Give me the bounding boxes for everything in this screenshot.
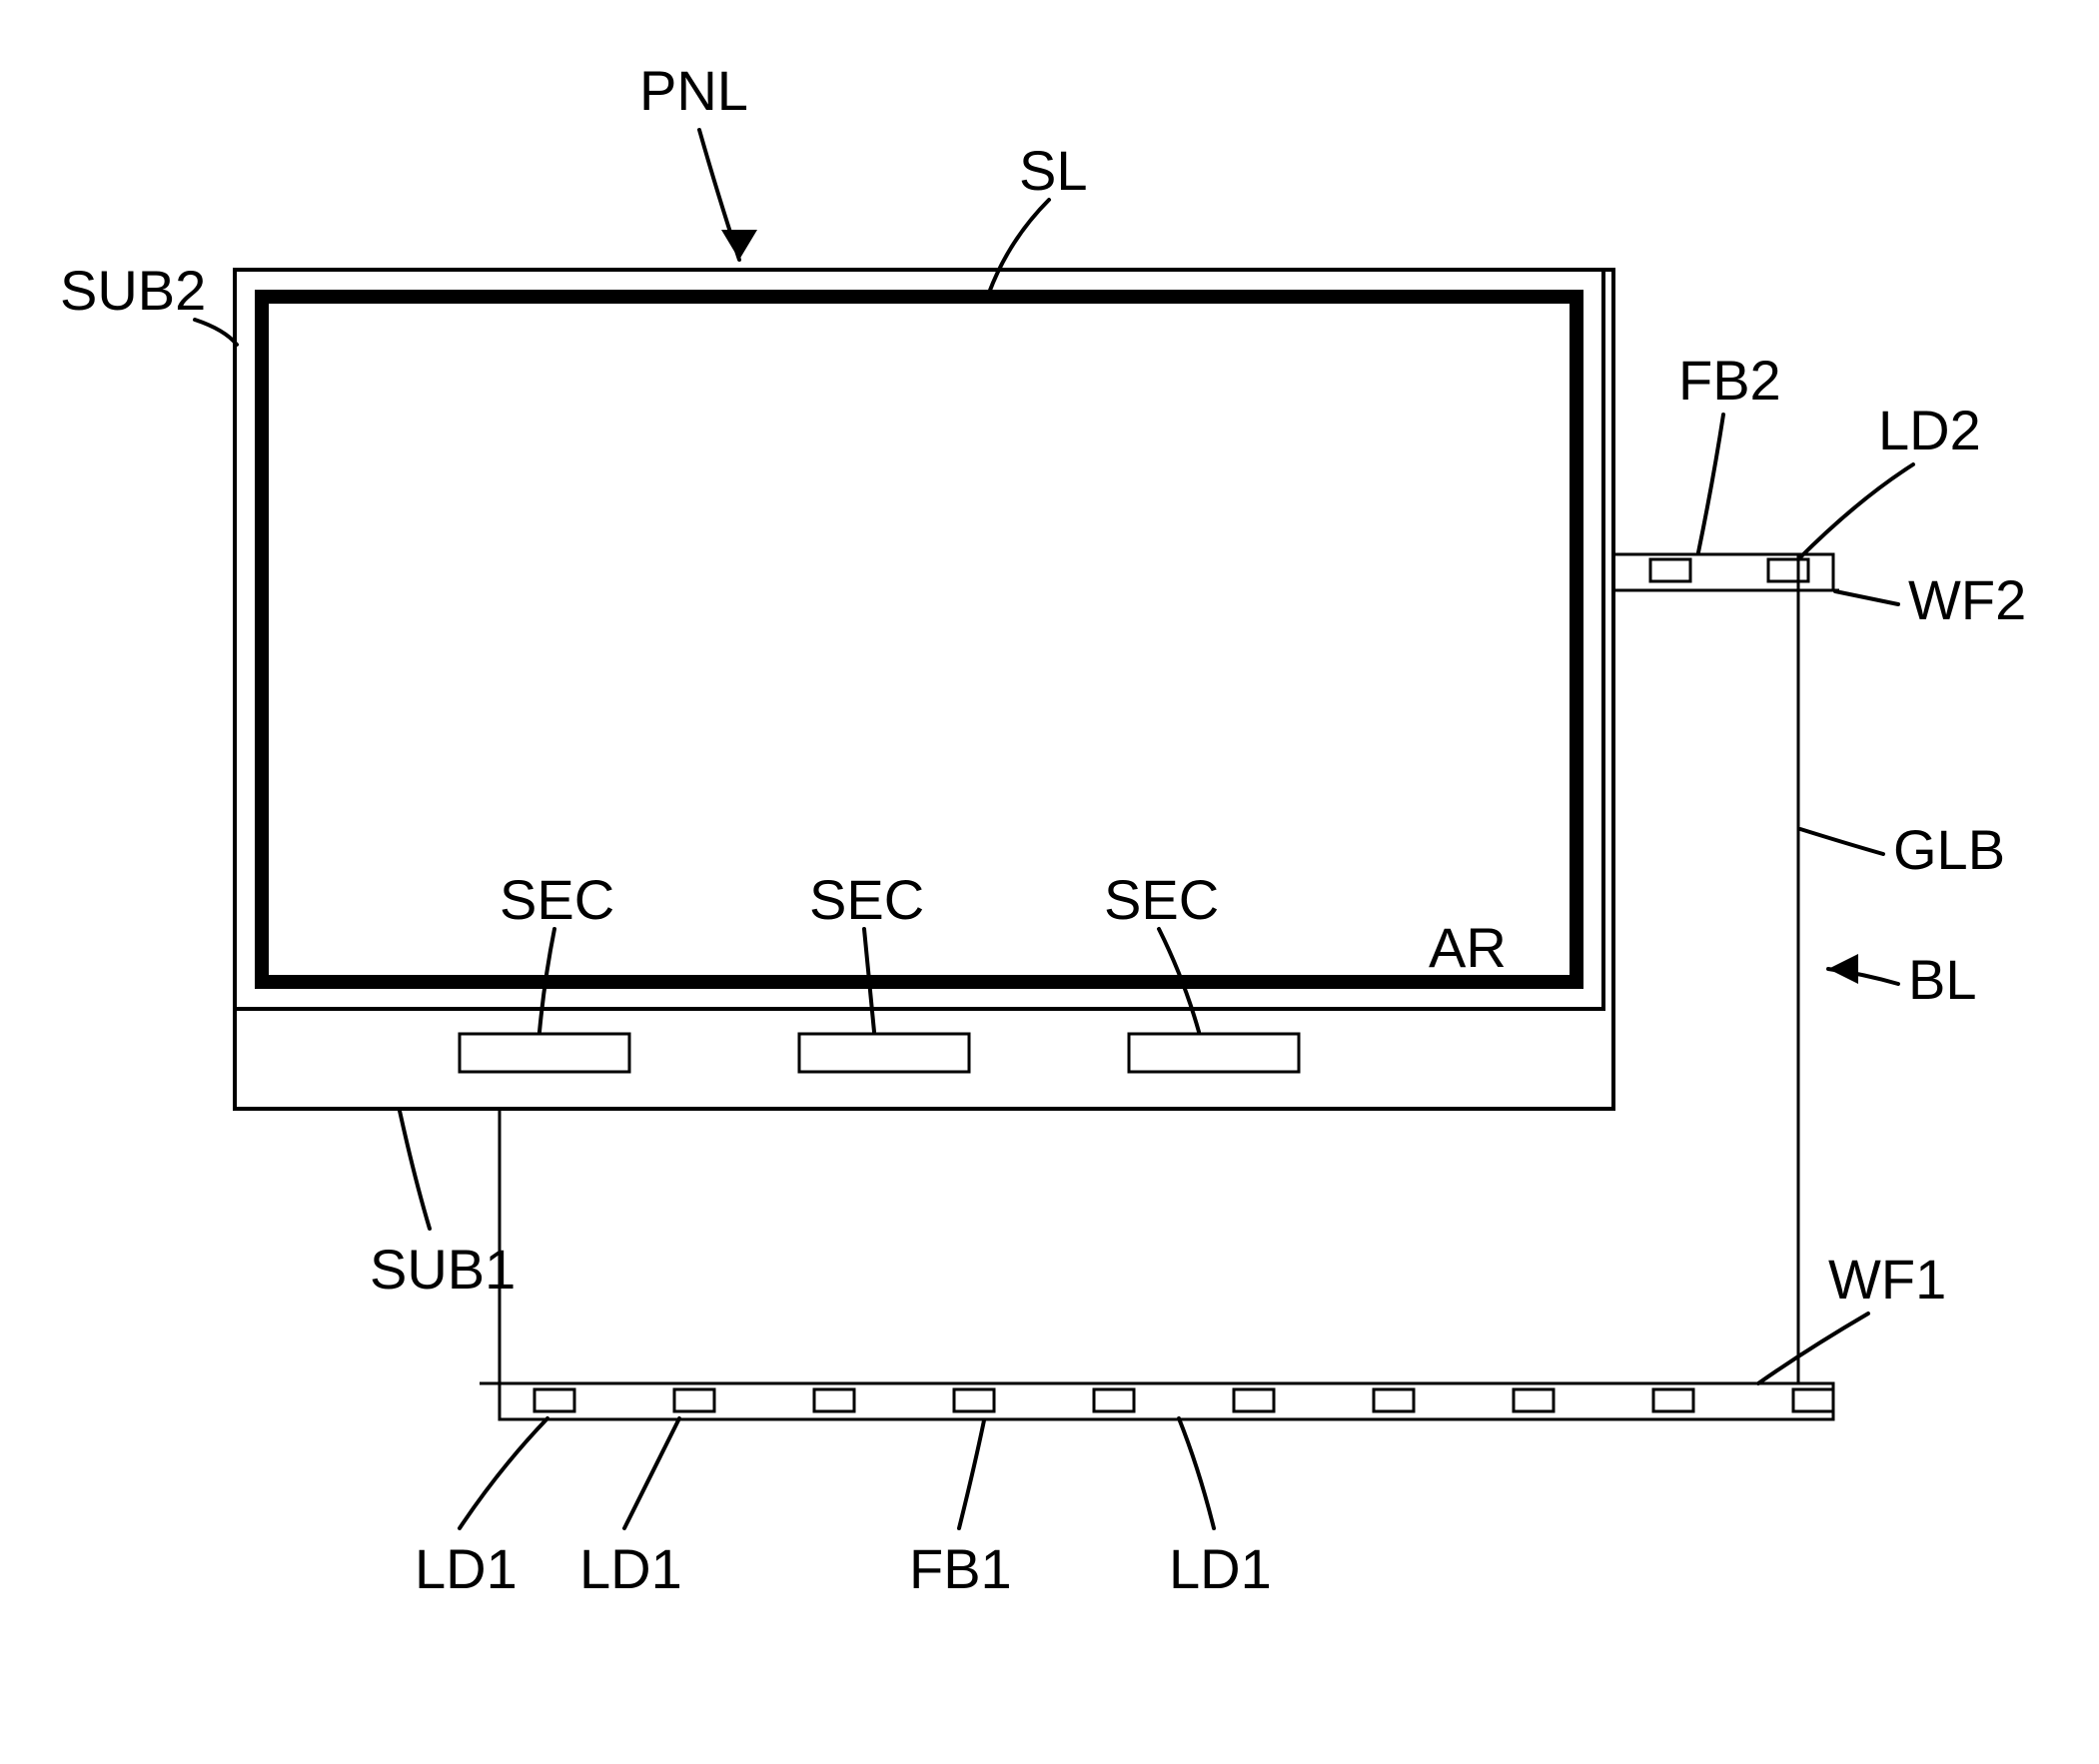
label-fb2: FB2 <box>1678 349 1781 412</box>
label-bl: BL <box>1908 948 1977 1011</box>
label-sub2: SUB2 <box>60 259 206 322</box>
label-ld1a: LD1 <box>415 1537 518 1600</box>
lead-wf2 <box>1835 591 1898 604</box>
lead-arrow-bl <box>1828 954 1858 984</box>
ld2-1 <box>1650 559 1690 581</box>
label-sl: SL <box>1019 139 1088 202</box>
lead-fb1 <box>959 1420 984 1528</box>
label-pnl: PNL <box>639 59 748 122</box>
label-wf2: WF2 <box>1908 568 2026 631</box>
ld1-10 <box>1793 1389 1833 1411</box>
label-sec1: SEC <box>500 868 614 931</box>
label-sec2: SEC <box>809 868 924 931</box>
ld1-7 <box>1374 1389 1414 1411</box>
label-sub1: SUB1 <box>370 1238 516 1301</box>
label-ar: AR <box>1429 916 1507 979</box>
lead-ld1c <box>1179 1418 1214 1528</box>
ld1-1 <box>534 1389 574 1411</box>
ld1-8 <box>1514 1389 1554 1411</box>
lead-ld2 <box>1798 464 1913 559</box>
lead-arrow-pnl <box>721 230 757 260</box>
ld1-2 <box>674 1389 714 1411</box>
label-glb: GLB <box>1893 818 2005 881</box>
lead-ld1b <box>624 1418 679 1528</box>
ld1-5 <box>1094 1389 1134 1411</box>
label-wf1: WF1 <box>1828 1248 1946 1311</box>
ld2-2 <box>1768 559 1808 581</box>
lead-glb <box>1800 829 1883 854</box>
ld1-4 <box>954 1389 994 1411</box>
label-ld1c: LD1 <box>1169 1537 1272 1600</box>
label-sec3: SEC <box>1104 868 1219 931</box>
lead-sub1 <box>400 1111 430 1229</box>
ld1-3 <box>814 1389 854 1411</box>
lead-wf1 <box>1758 1314 1868 1383</box>
lead-fb2 <box>1698 415 1723 552</box>
label-fb1: FB1 <box>909 1537 1012 1600</box>
ld1-6 <box>1234 1389 1274 1411</box>
label-ld1b: LD1 <box>579 1537 682 1600</box>
lead-ld1a <box>460 1418 547 1528</box>
ld1-9 <box>1653 1389 1693 1411</box>
lead-sub2 <box>195 320 237 345</box>
label-ld2: LD2 <box>1878 399 1981 461</box>
